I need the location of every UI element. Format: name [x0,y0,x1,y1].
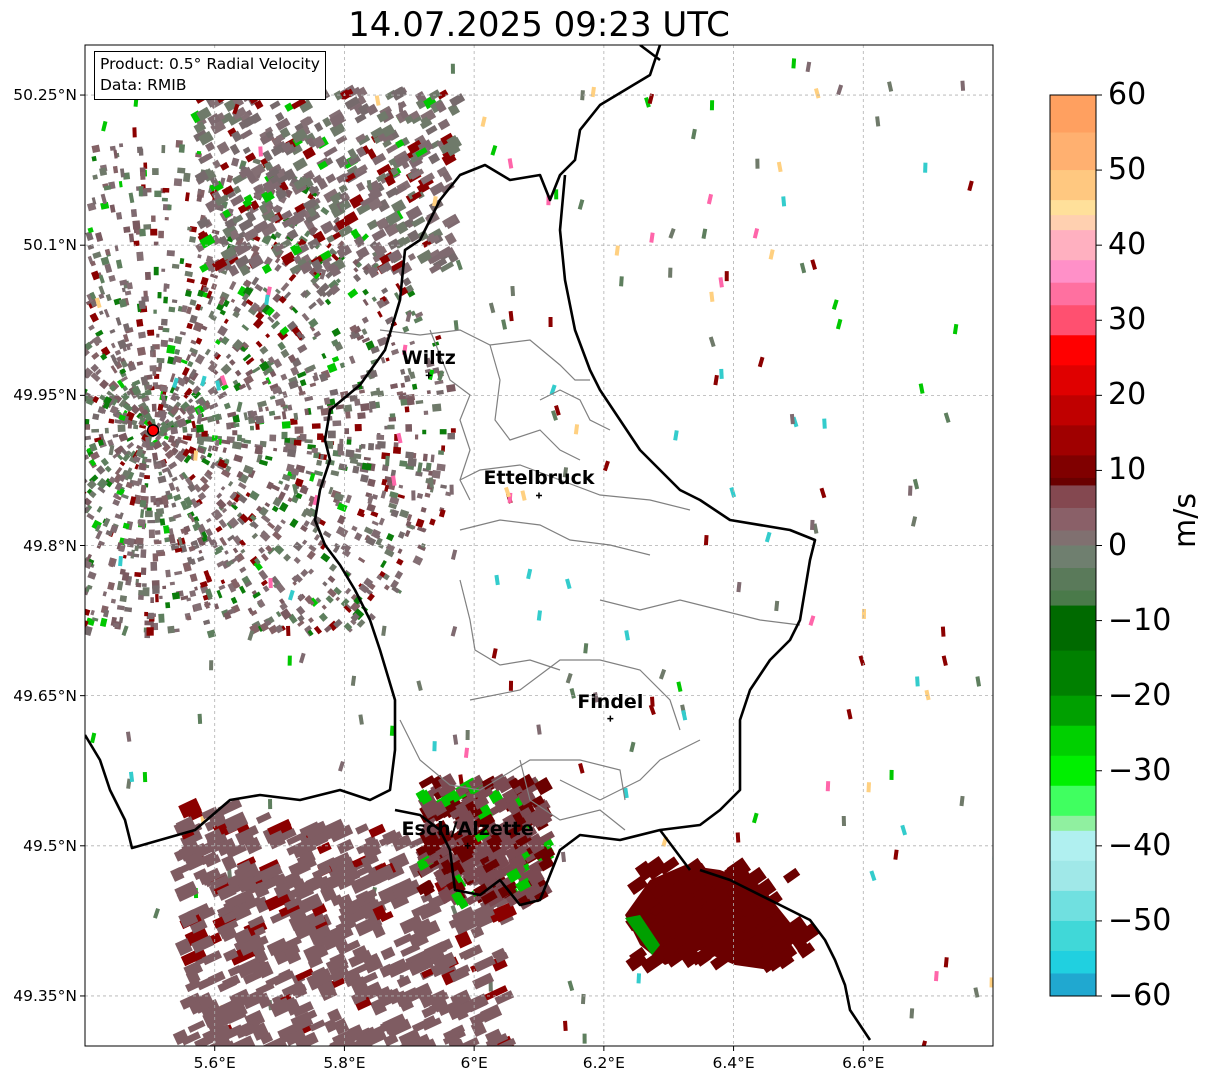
city-label: Wiltz [401,347,456,370]
colorbar-band [1050,830,1096,862]
colorbar-band [1050,890,1096,922]
colorbar-band [1050,230,1096,261]
lat-tick-label: 49.35°N [13,986,77,1005]
lon-tick-label: 6°E [460,1054,488,1072]
lat-tick-label: 49.95°N [13,386,77,405]
lat-tick-label: 50.1°N [23,236,77,255]
colorbar-tick-label: −10 [1108,602,1172,638]
country-borders [85,45,872,1041]
colorbar-band [1050,755,1096,787]
map-title: 14.07.2025 09:23 UTC [348,5,730,45]
colorbar-band [1050,785,1096,817]
lon-tick-label: 6.6°E [842,1054,885,1072]
colorbar-unit-label: m/s [1168,493,1203,548]
city-label: Esch/Alzette [401,817,534,840]
colorbar-band [1050,973,1096,997]
city-marker-icon [425,372,432,379]
radar-echoes [85,58,993,1046]
colorbar-tick-label: −60 [1108,978,1172,1013]
colorbar-band [1050,215,1096,231]
colorbar-band [1050,605,1096,652]
colorbar-band [1050,920,1096,952]
lon-tick-label: 5.8°E [323,1054,366,1072]
colorbar-tick-label: 10 [1108,452,1147,488]
colorbar-band [1050,305,1096,336]
colorbar-band [1050,395,1096,426]
radar-site-marker [146,424,160,437]
colorbar-band [1050,365,1096,396]
colorbar-band [1050,477,1096,486]
colorbar-tick-label: −30 [1108,752,1172,788]
city-label: Findel [577,690,644,713]
colorbar-tick-label: 50 [1108,152,1147,188]
lon-tick-label: 5.6°E [193,1054,236,1072]
colorbar-band [1050,132,1096,171]
colorbar-band [1050,507,1096,531]
colorbar-band [1050,200,1096,216]
colorbar-band [1050,725,1096,757]
colorbar-band [1050,335,1096,366]
colorbar-band [1050,455,1096,479]
canton-boundaries [379,329,801,831]
colorbar-band [1050,815,1096,832]
grid-lines [85,45,993,1046]
colorbar-band [1050,590,1096,607]
lat-tick-label: 50.25°N [13,86,77,105]
colorbar-tick-label: 40 [1108,227,1147,263]
lat-tick-label: 49.8°N [23,536,77,555]
colorbar-tick-label: 0 [1108,527,1128,563]
colorbar-band [1050,950,1096,974]
colorbar-tick-label: −20 [1108,677,1172,713]
colorbar-band [1050,260,1096,284]
colorbar-gradient [1050,95,1096,997]
colorbar-band [1050,695,1096,727]
colorbar-tick-label: 30 [1108,302,1147,338]
colorbar-band [1050,170,1096,201]
colorbar-band [1050,530,1096,546]
lon-tick-label: 6.2°E [582,1054,625,1072]
lat-tick-label: 49.5°N [23,836,77,855]
colorbar-tick-label: 60 [1108,77,1147,112]
colorbar-band [1050,95,1096,134]
colorbar-band [1050,860,1096,892]
colorbar-band [1050,282,1096,306]
lon-tick-label: 6.4°E [712,1054,755,1072]
colorbar-band [1050,650,1096,697]
city-marker-icon [536,492,542,499]
city-marker-icon [607,715,614,722]
colorbar-band [1050,568,1096,592]
data-source-label: Data: RMIB [100,76,187,94]
colorbar-band [1050,545,1096,569]
colorbar-band [1050,425,1096,456]
city-marker-icon [464,842,471,849]
map-layers [85,45,993,1046]
city-label: Ettelbruck [483,467,595,490]
colorbar-band [1050,485,1096,509]
info-box: Product: 0.5° Radial Velocity Data: RMIB [94,51,326,100]
colorbar-tick-label: −40 [1108,827,1172,863]
product-label: Product: 0.5° Radial Velocity [100,55,320,73]
lat-tick-label: 49.65°N [13,686,77,705]
colorbar-tick-label: −50 [1108,902,1172,938]
colorbar-tick-label: 20 [1108,377,1147,413]
